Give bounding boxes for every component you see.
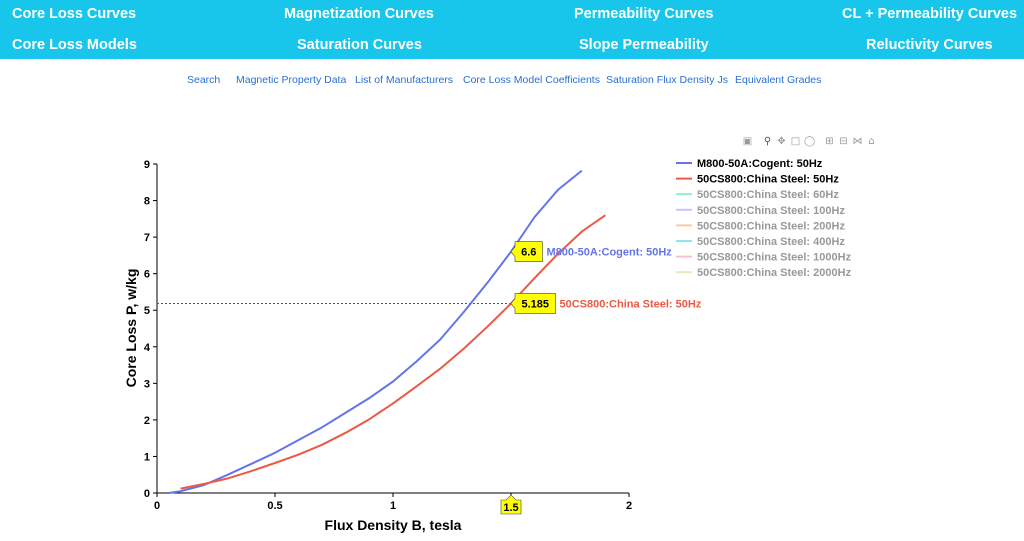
nav-permeability-curves[interactable]: Permeability Curves <box>574 6 714 22</box>
autoscale-icon[interactable]: ⋈ <box>852 136 863 147</box>
nav-saturation-curves[interactable]: Saturation Curves <box>297 37 422 53</box>
hover-value-box <box>510 293 556 314</box>
link-saturation-flux-density-js[interactable]: Saturation Flux Density Js <box>606 74 728 86</box>
nav-slope-permeability[interactable]: Slope Permeability <box>579 37 709 53</box>
hover-series-label: 50CS800:China Steel: 50Hz <box>560 298 702 310</box>
zoom-in-icon[interactable]: ⊞ <box>825 136 834 147</box>
nav-reluctivity-curves[interactable]: Reluctivity Curves <box>866 37 993 53</box>
legend-item-label: 50CS800:China Steel: 200Hz <box>697 220 845 232</box>
camera-icon[interactable]: ▣ <box>742 136 753 147</box>
link-core-loss-model-coefficients[interactable]: Core Loss Model Coefficients <box>463 74 600 86</box>
nav-core-loss-curves[interactable]: Core Loss Curves <box>12 6 137 22</box>
y-tick-label: 4 <box>144 342 151 354</box>
hover-series-label: M800-50A:Cogent: 50Hz <box>547 247 673 259</box>
legend-item-label: 50CS800:China Steel: 2000Hz <box>697 267 852 279</box>
nav-magnetization-curves[interactable]: Magnetization Curves <box>284 6 434 22</box>
sub-navigation: Search Magnetic Property Data List of Ma… <box>0 74 1024 88</box>
y-tick-label: 2 <box>144 415 150 427</box>
y-tick-label: 0 <box>144 488 150 500</box>
y-tick-label: 8 <box>144 196 150 208</box>
y-axis-label: Core Loss P, w/kg <box>123 269 139 388</box>
hover-x-label: 1.5 <box>503 502 518 514</box>
x-tick-label: 2 <box>626 500 632 512</box>
link-search[interactable]: Search <box>187 74 221 86</box>
x-axis-label: Flux Density B, tesla <box>325 517 462 533</box>
top-navigation: Core Loss Curves Magnetization Curves Pe… <box>0 0 1024 59</box>
chart-series <box>168 169 606 494</box>
box-select-icon[interactable]: □ <box>790 136 801 147</box>
legend-item-label: 50CS800:China Steel: 400Hz <box>697 236 845 248</box>
y-tick-label: 3 <box>144 378 150 390</box>
y-tick-label: 7 <box>144 232 150 244</box>
link-equivalent-grades[interactable]: Equivalent Grades <box>735 74 822 86</box>
y-tick-label: 5 <box>144 305 150 317</box>
x-tick-label: 1 <box>390 500 396 512</box>
link-list-of-manufacturers[interactable]: List of Manufacturers <box>355 74 454 86</box>
series-line <box>168 169 583 494</box>
lasso-icon[interactable]: ◯ <box>804 136 816 147</box>
chart-axes: 0 0.5 1 1.5 2 0 1 2 3 4 5 6 7 8 9 <box>144 159 632 512</box>
y-tick-label: 9 <box>144 159 150 171</box>
hover-value-box <box>510 241 543 263</box>
link-magnetic-property-data[interactable]: Magnetic Property Data <box>236 74 347 86</box>
nav-cl-permeability-curves[interactable]: CL + Permeability Curves <box>842 6 1018 22</box>
y-tick-label: 1 <box>144 451 150 463</box>
pan-icon[interactable]: ✥ <box>777 136 786 147</box>
reset-axes-icon[interactable]: ⌂ <box>868 136 875 147</box>
legend-item-label: 50CS800:China Steel: 1000Hz <box>697 252 852 264</box>
legend-item-label: M800-50A:Cogent: 50Hz <box>697 158 823 170</box>
hover-value-label: 6.6 <box>521 247 536 259</box>
x-tick-label: 0 <box>154 500 160 512</box>
hover-x-label-box <box>500 494 522 515</box>
x-tick-label: 0.5 <box>267 500 282 512</box>
legend-item-label: 50CS800:China Steel: 100Hz <box>697 205 845 217</box>
zoom-icon[interactable]: ⚲ <box>763 136 772 147</box>
chart-legend: M800-50A:Cogent: 50Hz 50CS800:China Steel… <box>676 158 852 279</box>
y-tick-label: 6 <box>144 269 150 281</box>
zoom-out-icon[interactable]: ⊟ <box>839 136 848 147</box>
hover-value-label: 5.185 <box>521 298 549 310</box>
series-line <box>180 214 606 490</box>
legend-item-label: 50CS800:China Steel: 60Hz <box>697 189 839 201</box>
legend-item-label: 50CS800:China Steel: 50Hz <box>697 174 839 186</box>
chart-hover-labels: 1.5 6.6 M800-50A:Cogent: 50Hz 5.185 50CS800:… <box>500 241 702 515</box>
nav-core-loss-models[interactable]: Core Loss Models <box>12 37 137 53</box>
